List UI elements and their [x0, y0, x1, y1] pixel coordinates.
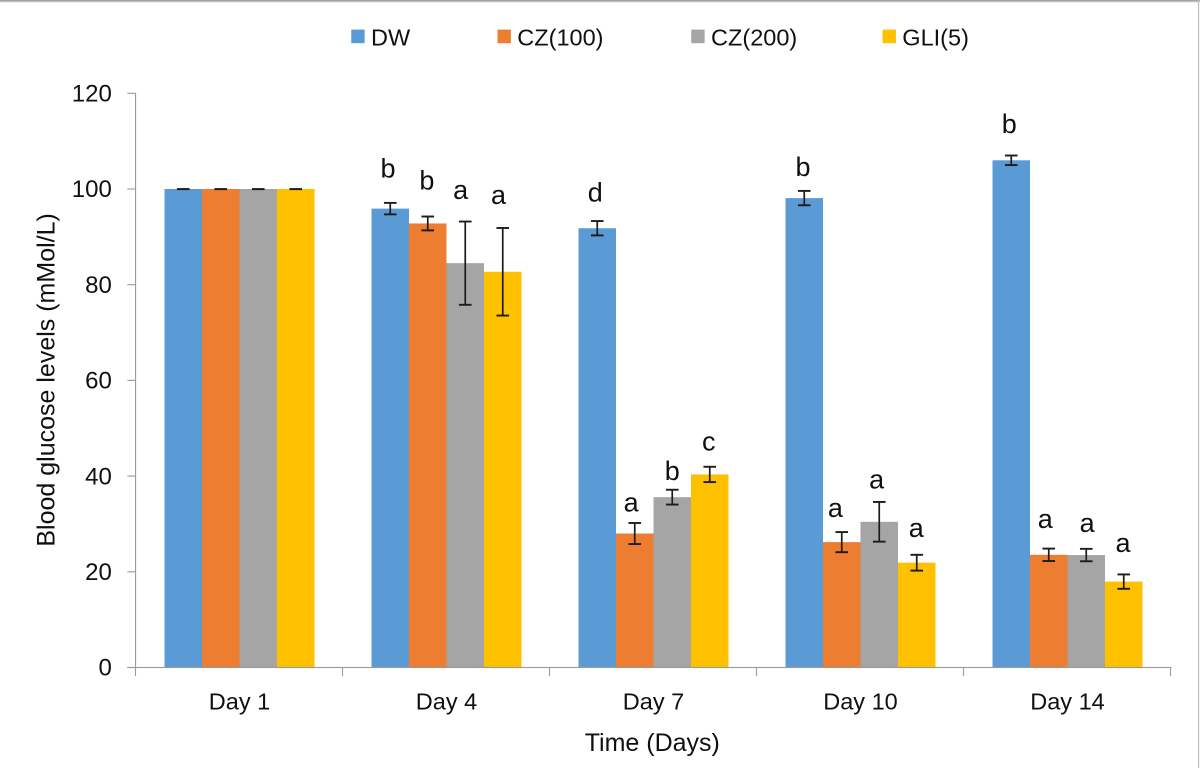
- svg-text:a: a: [1038, 504, 1054, 534]
- svg-text:Blood glucose levels (mMol/L): Blood glucose levels (mMol/L): [32, 213, 60, 546]
- svg-text:b: b: [380, 154, 395, 184]
- svg-text:b: b: [1002, 109, 1017, 139]
- svg-text:DW: DW: [371, 25, 411, 51]
- svg-text:b: b: [795, 152, 810, 182]
- svg-text:a: a: [453, 175, 469, 205]
- svg-text:a: a: [828, 493, 844, 523]
- svg-text:GLI(5): GLI(5): [902, 25, 969, 51]
- svg-text:a: a: [624, 488, 640, 518]
- svg-text:80: 80: [85, 272, 112, 299]
- svg-text:a: a: [869, 464, 885, 494]
- svg-text:CZ(200): CZ(200): [711, 25, 797, 51]
- svg-text:0: 0: [98, 655, 111, 682]
- svg-text:d: d: [588, 177, 603, 207]
- svg-text:40: 40: [85, 463, 112, 490]
- svg-text:Day 10: Day 10: [823, 689, 897, 715]
- svg-text:a: a: [1080, 508, 1096, 538]
- svg-text:60: 60: [85, 368, 112, 395]
- svg-text:b: b: [665, 456, 680, 486]
- svg-text:c: c: [702, 426, 716, 456]
- svg-text:CZ(100): CZ(100): [517, 25, 603, 51]
- svg-text:b: b: [419, 165, 434, 195]
- svg-text:Day 4: Day 4: [416, 689, 477, 715]
- svg-text:120: 120: [72, 81, 112, 108]
- svg-text:a: a: [1115, 528, 1131, 558]
- svg-text:Day 14: Day 14: [1030, 689, 1104, 715]
- svg-text:Time (Days): Time (Days): [585, 729, 720, 757]
- svg-text:a: a: [491, 180, 507, 210]
- svg-text:Day 7: Day 7: [623, 689, 684, 715]
- svg-text:20: 20: [85, 559, 112, 586]
- svg-text:100: 100: [72, 176, 112, 203]
- svg-text:a: a: [909, 513, 925, 543]
- svg-text:Day 1: Day 1: [209, 689, 270, 715]
